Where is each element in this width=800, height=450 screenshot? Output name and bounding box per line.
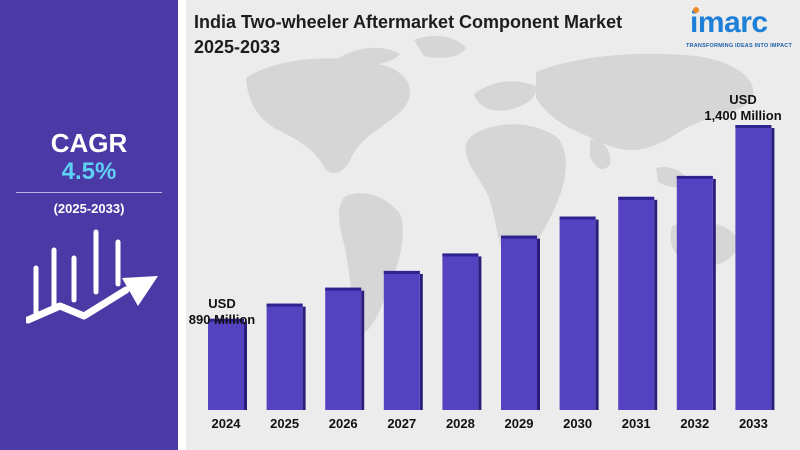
first-bar-annotation: USD 890 Million <box>183 296 261 328</box>
bar-top-edge <box>325 287 362 291</box>
x-tick-label: 2032 <box>680 416 709 431</box>
bar <box>383 270 420 410</box>
last-annotation-value: 1,400 Million <box>704 108 782 123</box>
imarc-logo: imarc <box>690 6 768 39</box>
trend-arrow-head <box>122 276 158 306</box>
bar-2030 <box>559 216 599 410</box>
bar-2026 <box>325 287 365 410</box>
x-tick-label: 2031 <box>622 416 651 431</box>
chart-title-line2: 2025-2033 <box>194 37 281 57</box>
bar-2031 <box>618 196 658 410</box>
first-annotation-unit: USD <box>208 296 236 311</box>
bar-2028 <box>442 253 482 410</box>
bar-top-edge <box>735 125 772 128</box>
bar <box>735 125 772 410</box>
x-tick-label: 2026 <box>329 416 358 431</box>
bar-shadow <box>712 178 716 410</box>
x-tick-label: 2024 <box>212 416 242 431</box>
world-map-background <box>246 35 760 334</box>
bar-2027 <box>383 270 423 410</box>
bar <box>266 303 303 410</box>
bar-2033 <box>735 125 775 410</box>
x-tick-label: 2033 <box>739 416 768 431</box>
bars-group <box>208 125 775 410</box>
bar-top-edge <box>442 253 479 257</box>
bar-2029 <box>501 235 540 410</box>
bar-shadow <box>478 256 482 410</box>
bar <box>325 287 362 410</box>
last-annotation-unit: USD <box>729 92 757 107</box>
bar-2025 <box>266 303 306 410</box>
bar-top-edge <box>618 196 655 200</box>
cagr-period: (2025-2033) <box>53 201 125 216</box>
first-annotation-value: 890 Million <box>188 312 256 327</box>
bar <box>676 175 713 410</box>
bar-shadow <box>302 306 306 410</box>
x-tick-label: 2029 <box>505 416 534 431</box>
bar-shadow <box>771 128 775 410</box>
chart-title: India Two-wheeler Aftermarket Component … <box>194 10 674 60</box>
x-axis-labels: 2024 2025 2026 2027 2028 2029 2030 2031 2032 2033 <box>212 416 768 431</box>
bar-top-edge <box>208 318 244 322</box>
bar-shadow <box>537 238 540 410</box>
bar <box>208 318 244 410</box>
bar-top-edge <box>559 216 596 220</box>
bar <box>501 235 537 410</box>
bar-shadow <box>361 290 365 410</box>
bar <box>618 196 655 410</box>
sidebar-panel: CAGR 4.5% (2025-2033) <box>0 0 178 450</box>
bar <box>442 253 479 410</box>
last-bar-annotation: USD 1,400 Million <box>694 92 792 124</box>
chart-title-line1: India Two-wheeler Aftermarket Component … <box>194 12 623 32</box>
logo-tagline: TRANSFORMING IDEAS INTO IMPACT <box>686 43 793 49</box>
bar-top-edge <box>266 303 303 307</box>
bar-top-edge <box>501 235 537 239</box>
sidebar-edge <box>178 0 186 450</box>
bar-shadow <box>244 321 247 410</box>
bar-shadow <box>595 219 599 410</box>
x-tick-label: 2027 <box>387 416 416 431</box>
logo-dot-icon <box>693 7 699 13</box>
cagr-value: 4.5% <box>61 158 117 185</box>
x-tick-label: 2028 <box>446 416 475 431</box>
growth-chart-icon <box>26 229 158 324</box>
bar-2024 <box>208 318 247 410</box>
cagr-label: CAGR <box>50 128 128 158</box>
bar-shadow <box>654 199 658 410</box>
x-tick-label: 2030 <box>563 416 592 431</box>
bar-2032 <box>676 175 716 410</box>
bar-top-edge <box>676 175 713 179</box>
bar-shadow <box>419 273 423 410</box>
trend-arrow-line <box>26 286 130 324</box>
bar-top-edge <box>383 270 420 274</box>
sidebar-divider <box>16 192 162 193</box>
x-tick-label: 2025 <box>270 416 299 431</box>
bar-chart: 2024 2025 2026 2027 2028 2029 2030 2031 2032 2033 <box>208 35 775 431</box>
bar <box>559 216 596 410</box>
